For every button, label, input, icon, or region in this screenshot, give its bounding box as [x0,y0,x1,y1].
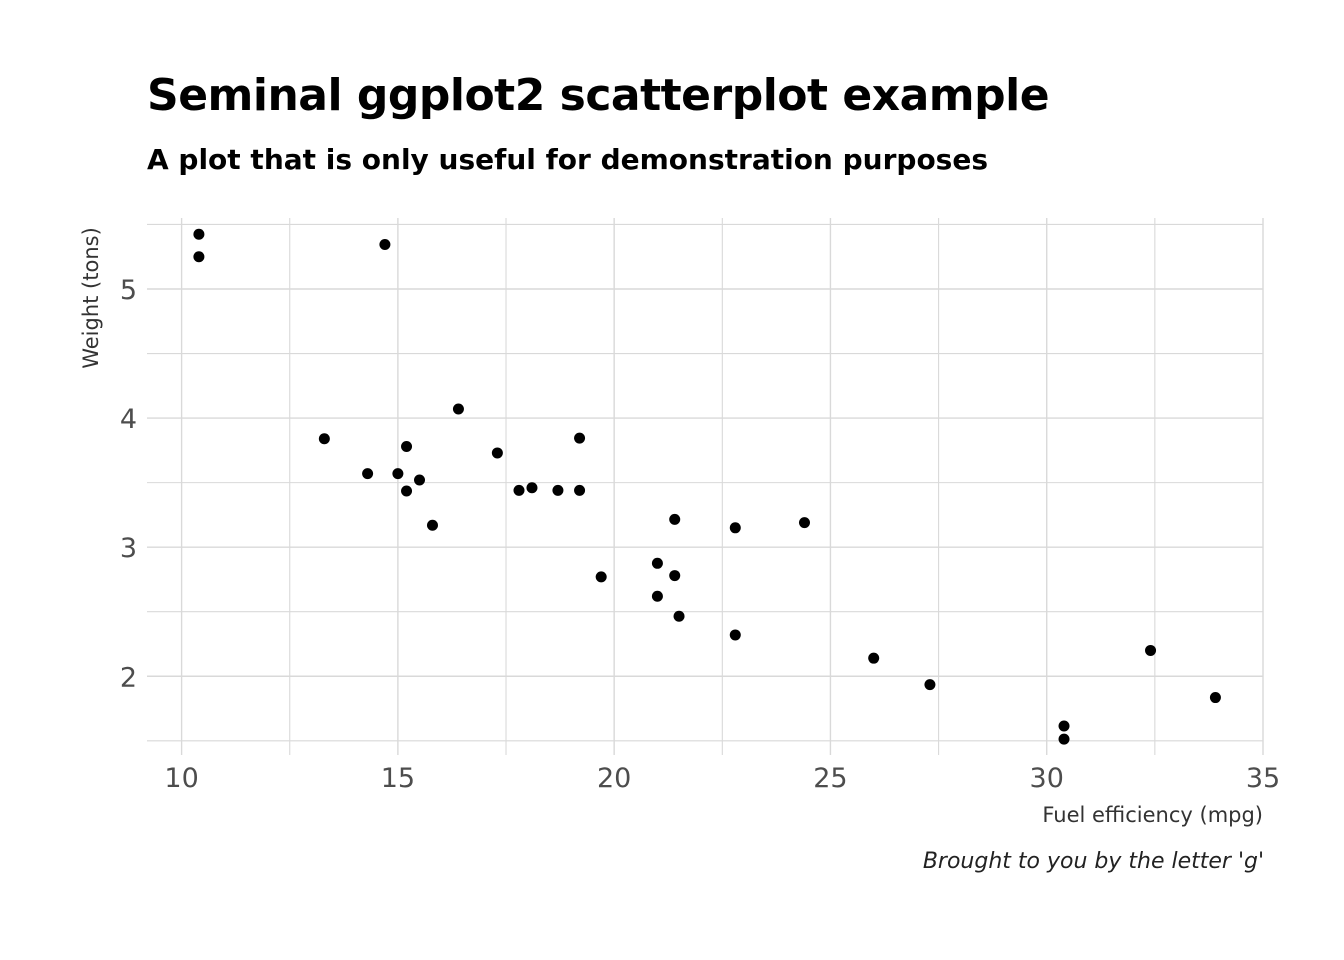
chart-caption: Brought to you by the letter 'g' [922,849,1264,874]
data-point [193,228,205,240]
data-point [673,610,685,622]
chart-title: Seminal ggplot2 scatterplot example [147,70,1050,121]
x-tick-label: 35 [1246,763,1280,794]
data-point [491,447,503,459]
data-point [379,238,391,250]
major-gridlines [147,218,1264,755]
data-point [669,513,681,525]
data-point [595,571,607,583]
data-point [414,474,426,486]
x-tick-label: 20 [597,763,631,794]
y-tick-label: 3 [120,533,137,564]
data-point [401,440,413,452]
y-axis-ticks: 2 3 4 5 [120,275,137,693]
data-point [1058,733,1070,745]
y-tick-label: 2 [120,662,137,693]
data-points [193,228,1221,745]
data-point [669,570,681,582]
x-tick-label: 10 [164,763,198,794]
data-point [1209,692,1221,704]
data-point [452,403,464,415]
data-point [426,519,438,531]
data-point [1145,644,1157,656]
data-point [798,517,810,529]
data-point [1058,720,1070,732]
data-point [193,251,205,263]
x-axis-ticks: 10 15 20 25 30 35 [164,763,1280,794]
data-point [318,433,330,445]
data-point [362,468,374,480]
data-point [574,432,586,444]
data-point [924,679,936,691]
data-point [552,484,564,496]
minor-gridlines [147,218,1263,755]
chart-subtitle: A plot that is only useful for demonstra… [147,143,988,176]
data-point [729,522,741,534]
data-point [392,468,404,480]
y-tick-label: 4 [120,404,137,435]
data-point [401,485,413,497]
x-tick-label: 25 [813,763,847,794]
x-axis-title: Fuel efficiency (mpg) [1042,803,1263,827]
data-point [651,590,663,602]
data-point [513,484,525,496]
data-point [526,482,538,494]
y-tick-label: 5 [120,275,137,306]
x-tick-label: 15 [381,763,415,794]
data-point [868,652,880,664]
data-point [651,557,663,569]
y-axis-title: Weight (tons) [79,227,103,369]
data-point [574,484,586,496]
data-point [729,629,741,641]
x-tick-label: 30 [1030,763,1064,794]
